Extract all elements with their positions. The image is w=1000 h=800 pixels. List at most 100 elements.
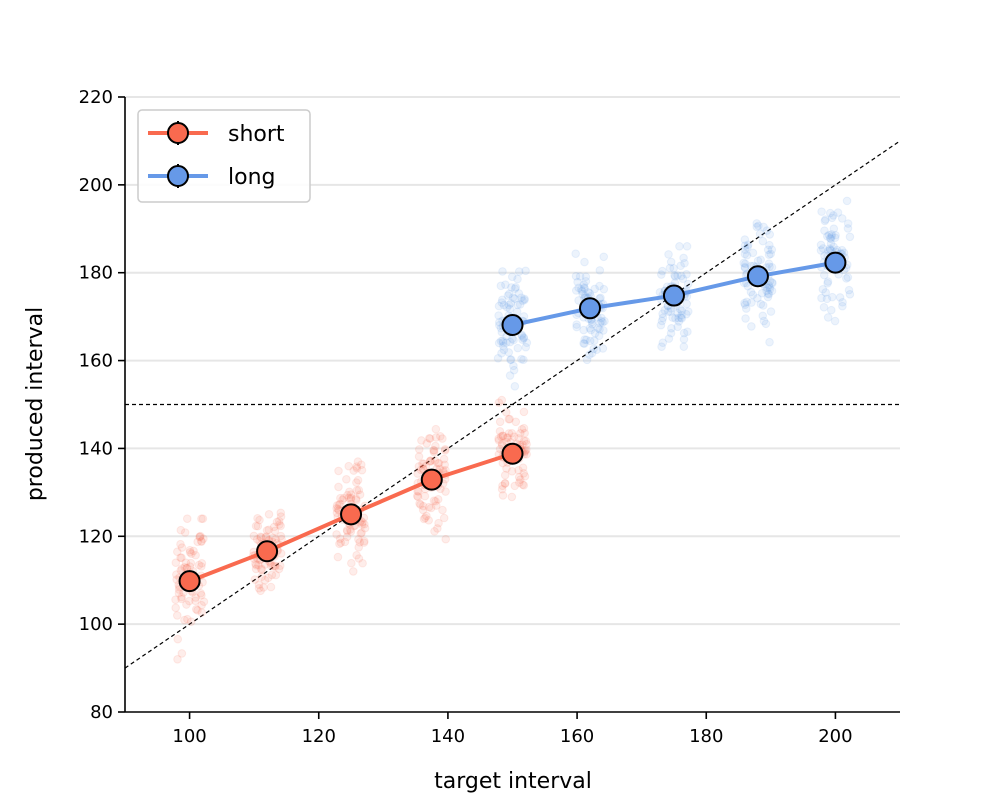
trial-point-short (422, 439, 432, 448)
trial-point-long (496, 281, 506, 291)
trial-point-short (342, 525, 352, 535)
trial-point-short (519, 423, 529, 433)
x-tick-label: 160 (560, 726, 594, 747)
trial-point-long (763, 289, 773, 298)
trial-point-short (426, 456, 435, 465)
axes (118, 96, 900, 719)
trial-point-long (679, 342, 689, 351)
trial-point-long (498, 338, 508, 347)
trial-point-long (656, 320, 666, 330)
trial-point-short (431, 501, 441, 510)
trial-point-short (354, 535, 363, 544)
trial-point-short (276, 521, 285, 531)
trial-point-long (827, 230, 836, 239)
trial-point-long (513, 300, 522, 310)
trial-point-short (496, 432, 506, 441)
y-tick-label: 200 (79, 175, 113, 196)
trial-point-short (417, 436, 426, 445)
trial-point-long (819, 270, 829, 280)
trial-point-long (498, 295, 507, 305)
trial-point-long (494, 338, 504, 348)
series-markers (178, 251, 847, 593)
trial-point-short (251, 559, 260, 569)
trial-point-long (747, 298, 756, 307)
trial-point-long (572, 320, 581, 329)
trial-point-long (573, 277, 582, 287)
trial-point-long (829, 211, 838, 220)
trial-point-short (498, 431, 507, 441)
trial-point-long (519, 333, 528, 342)
trial-point-short (186, 558, 196, 568)
trial-point-short (514, 465, 523, 475)
trial-point-short (498, 431, 508, 441)
trial-point-short (276, 531, 286, 541)
trial-point-short (360, 520, 369, 529)
trial-point-short (357, 528, 366, 538)
trial-point-short (275, 520, 284, 529)
trial-point-short (250, 575, 260, 584)
trial-point-short (346, 493, 356, 503)
trial-point-long (590, 336, 599, 346)
trial-point-short (342, 475, 351, 484)
trial-point-long (820, 226, 829, 235)
trial-point-short (334, 466, 343, 476)
trial-point-short (176, 539, 185, 549)
trial-point-short (185, 545, 195, 555)
trial-point-long (740, 262, 750, 272)
trial-point-long (498, 267, 507, 276)
legend: short long (137, 109, 311, 203)
trial-point-long (766, 307, 776, 316)
trial-point-short (352, 486, 362, 495)
trial-point-long (677, 314, 687, 323)
trial-point-long (581, 276, 591, 286)
trial-point-long (514, 267, 524, 276)
trial-point-short (414, 462, 424, 471)
trial-point-long (765, 285, 775, 294)
trial-point-long (743, 240, 753, 249)
trial-point-long (511, 283, 521, 292)
legend-label-short: short (228, 122, 285, 147)
trial-point-long (590, 284, 600, 294)
trial-point-short (270, 562, 280, 571)
trial-point-long (843, 224, 853, 233)
trial-point-short (251, 521, 261, 531)
trial-point-long (825, 208, 835, 218)
trial-point-short (176, 553, 185, 563)
trial-point-short (510, 481, 520, 491)
trial-point-long (843, 219, 853, 228)
trial-point-long (679, 334, 689, 344)
trial-point-short (431, 497, 440, 506)
trial-point-long (599, 252, 609, 262)
trial-point-short (335, 534, 345, 543)
trial-point-long (505, 371, 515, 380)
trial-point-short (498, 481, 507, 491)
trial-point-short (414, 487, 423, 496)
trial-point-long (498, 336, 507, 346)
trial-point-short (346, 490, 356, 499)
trial-point-short (421, 461, 431, 471)
trial-point-long (757, 288, 767, 298)
trial-point-long (821, 215, 830, 224)
y-tick-label: 120 (79, 526, 113, 547)
trial-point-short (197, 514, 206, 524)
trial-point-long (588, 320, 597, 329)
trial-point-long (579, 339, 588, 348)
trial-point-long (513, 343, 523, 353)
mean-point-long-150 (501, 313, 524, 336)
trial-point-long (827, 292, 837, 302)
trial-point-long (835, 293, 845, 302)
trial-point-short (270, 561, 280, 570)
trial-point-short (418, 501, 428, 511)
mean-point-long-162 (579, 297, 601, 320)
trial-point-long (676, 313, 686, 322)
trial-point-long (579, 283, 589, 292)
trial-point-long (574, 283, 583, 293)
trial-point-short (440, 460, 450, 470)
trial-point-short (433, 459, 443, 468)
trial-point-long (756, 255, 765, 265)
trial-point-short (195, 532, 205, 542)
trial-point-long (497, 348, 506, 358)
trial-point-long (596, 293, 605, 303)
trial-point-long (682, 309, 691, 319)
trial-point-short (520, 428, 529, 438)
